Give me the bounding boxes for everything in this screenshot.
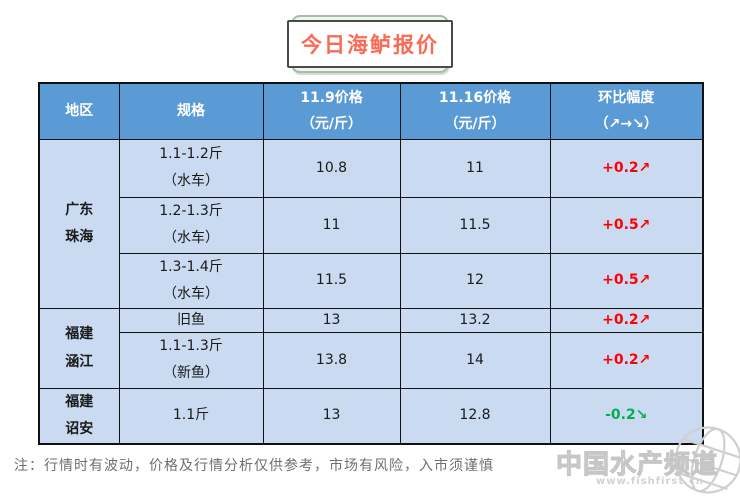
region-cell: 福建 涵江 bbox=[38, 307, 120, 389]
price-table: 地区 规格 11.9价格 （元/斤） 11.16价格 （元/斤） 环比幅度 （↗… bbox=[38, 82, 704, 445]
title-badge: 今日海鲈报价 bbox=[287, 15, 453, 73]
spec-cell: 1.3-1.4斤 （水车） bbox=[118, 252, 264, 309]
watermark-url: www.fishfirst.cn bbox=[595, 476, 704, 487]
header-spec: 规格 bbox=[118, 82, 264, 140]
price-new-cell: 12 bbox=[399, 252, 551, 309]
price-old-cell: 11.5 bbox=[262, 252, 401, 309]
watermark-title: 中国水产频道 bbox=[555, 450, 719, 481]
price-new-cell: 13.2 bbox=[399, 307, 551, 333]
region-cell: 广东 珠海 bbox=[38, 138, 120, 309]
header-region: 地区 bbox=[38, 82, 120, 140]
header-change: 环比幅度 （↗→↘） bbox=[549, 82, 704, 140]
price-old-cell: 10.8 bbox=[262, 138, 401, 198]
globe-icon bbox=[674, 426, 740, 494]
change-cell: +0.5↗ bbox=[549, 252, 704, 309]
price-new-cell: 11 bbox=[399, 138, 551, 198]
header-price-new: 11.16价格 （元/斤） bbox=[399, 82, 551, 140]
spec-cell: 1.1-1.3斤 （新鱼） bbox=[118, 331, 264, 389]
price-new-cell: 14 bbox=[399, 331, 551, 389]
table-row: 1.2-1.3斤 （水车） 11 11.5 +0.5↗ bbox=[39, 196, 704, 254]
table-row: 广东 珠海 1.1-1.2斤 （水车） 10.8 11 +0.2↗ bbox=[38, 138, 704, 309]
change-cell: -0.2↘ bbox=[549, 387, 704, 444]
change-cell: +0.2↗ bbox=[549, 331, 704, 389]
spec-cell: 1.2-1.3斤 （水车） bbox=[118, 196, 264, 254]
price-old-cell: 13.8 bbox=[262, 331, 401, 389]
disclaimer-note: 注：行情时有波动，价格及行情分析仅供参考，市场有风险，入市须谨慎 bbox=[14, 458, 494, 474]
table-row: 1.3-1.4斤 （水车） 11.5 12 +0.5↗ bbox=[39, 252, 704, 309]
price-new-cell: 11.5 bbox=[399, 196, 551, 254]
table-row: 福建 涵江 旧鱼 13 13.2 +0.2↗ bbox=[38, 307, 704, 389]
watermark: 中国水产频道 www.fishfirst.cn bbox=[554, 426, 740, 494]
change-cell: +0.2↗ bbox=[549, 138, 704, 198]
price-old-cell: 11 bbox=[262, 196, 401, 254]
table-row: 福建 诏安 1.1斤 13 12.8 -0.2↘ bbox=[38, 387, 704, 444]
spec-cell: 1.1-1.2斤 （水车） bbox=[118, 138, 264, 198]
header-price-old: 11.9价格 （元/斤） bbox=[262, 82, 401, 140]
change-cell: +0.5↗ bbox=[549, 196, 704, 254]
spec-cell: 1.1斤 bbox=[118, 387, 264, 444]
title-badge-inner: 今日海鲈报价 bbox=[287, 20, 453, 68]
spec-cell: 旧鱼 bbox=[118, 307, 264, 333]
table-row: 1.1-1.3斤 （新鱼） 13.8 14 +0.2↗ bbox=[39, 331, 704, 389]
price-new-cell: 12.8 bbox=[399, 387, 551, 444]
price-old-cell: 13 bbox=[262, 387, 401, 444]
change-cell: +0.2↗ bbox=[549, 307, 704, 333]
header-row: 地区 规格 11.9价格 （元/斤） 11.16价格 （元/斤） 环比幅度 （↗… bbox=[38, 82, 704, 140]
price-old-cell: 13 bbox=[262, 307, 401, 333]
region-cell: 福建 诏安 bbox=[38, 387, 120, 444]
page-title: 今日海鲈报价 bbox=[301, 33, 439, 57]
